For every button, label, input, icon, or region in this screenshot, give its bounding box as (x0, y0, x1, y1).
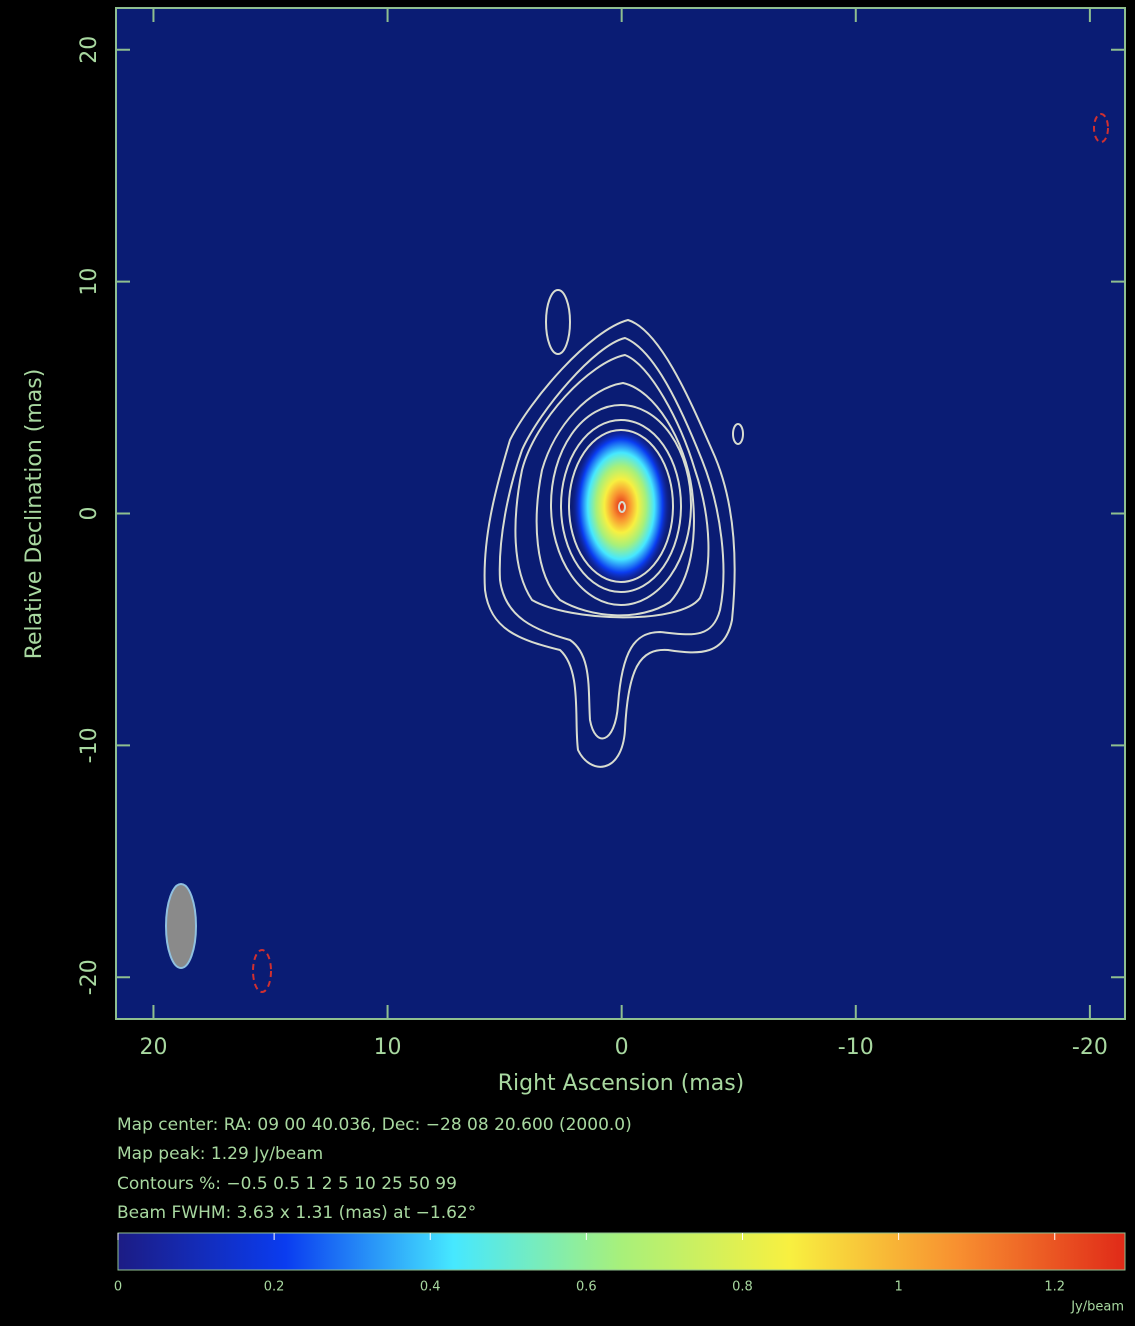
contours (252, 113, 1109, 993)
colorbar-tick-label: 0.8 (732, 1280, 753, 1295)
y-tick-label: -20 (77, 959, 102, 995)
y-tick-label: -10 (77, 727, 102, 763)
annotation: Beam FWHM: 3.63 x 1.31 (mas) at −1.62° (117, 1203, 476, 1223)
colorbar-tick-label: 1.2 (1044, 1280, 1065, 1295)
colorbar-tick-label: 0.6 (576, 1280, 597, 1295)
contour (483, 319, 736, 768)
colorbar-tick-label: 0.4 (420, 1280, 441, 1295)
y-tick-label: 10 (77, 268, 102, 296)
contour (514, 354, 710, 619)
x-tick-label: 0 (615, 1035, 629, 1060)
beam-ellipse (165, 883, 197, 969)
colorbar-tick-label: 1 (894, 1280, 902, 1295)
y-axis-label: Relative Declination (mas) (22, 369, 47, 660)
x-tick-label: 10 (374, 1035, 402, 1060)
x-axis-label: Right Ascension (mas) (498, 1071, 745, 1096)
x-tick-label: -20 (1072, 1035, 1108, 1060)
negative-contour (252, 949, 272, 993)
annotation: Map peak: 1.29 Jy/beam (117, 1144, 323, 1164)
contour (732, 423, 744, 445)
colorbar-tick-label: 0 (114, 1280, 122, 1295)
y-tick-label: 0 (77, 507, 102, 521)
source-emission (571, 426, 671, 586)
contour (550, 404, 692, 606)
contour (618, 501, 626, 513)
contour (568, 429, 674, 583)
annotation: Map center: RA: 09 00 40.036, Dec: −28 0… (117, 1115, 632, 1135)
colorbar (117, 1232, 1126, 1271)
y-tick-label: 20 (77, 36, 102, 64)
x-tick-label: -10 (838, 1035, 874, 1060)
colorbar-tick-label: 0.2 (264, 1280, 285, 1295)
contour (545, 289, 571, 355)
x-tick-label: 20 (139, 1035, 167, 1060)
annotation: Contours %: −0.5 0.5 1 2 5 10 25 50 99 (117, 1174, 457, 1194)
negative-contour (1093, 113, 1109, 143)
contour (535, 382, 695, 617)
colorbar-label: Jy/beam (1070, 1300, 1124, 1315)
contour (560, 419, 682, 593)
contour (498, 337, 725, 740)
